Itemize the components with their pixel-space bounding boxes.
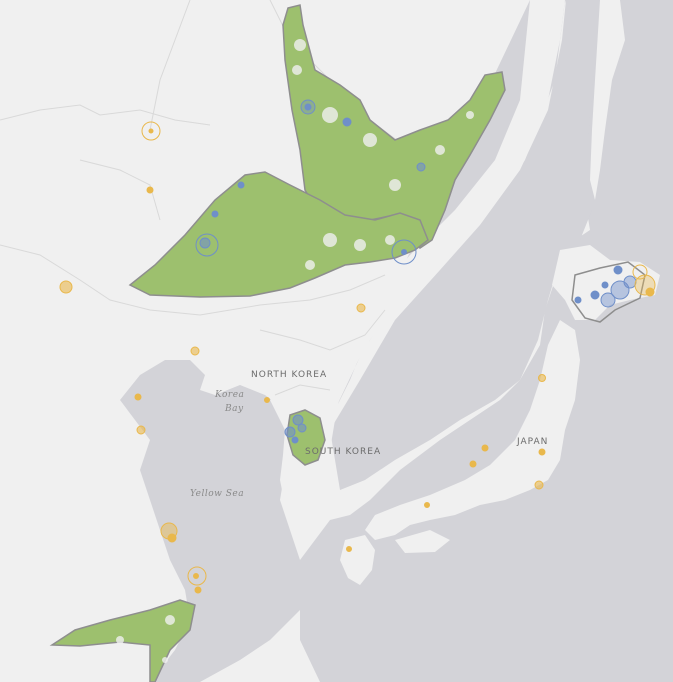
label-korea-bay-line1: Korea [214, 390, 244, 400]
range-polygon-manchuria[interactable] [128, 171, 429, 298]
label-korea-bay-line2: Bay [224, 404, 244, 414]
label-north-korea: NORTH KOREA [251, 370, 327, 380]
label-south-korea: SOUTH KOREA [305, 447, 381, 457]
range-polygon-amur[interactable] [282, 4, 506, 250]
observation-markers-yellow[interactable] [59, 121, 656, 594]
label-japan: JAPAN [516, 437, 548, 447]
east-coast-water [330, 0, 600, 490]
label-yellow-sea: Yellow Sea [190, 489, 244, 499]
russia-coast-land [320, 0, 565, 395]
sakhalin [590, 0, 625, 200]
range-polygon-hokkaido[interactable] [571, 261, 646, 323]
observation-markers-blue[interactable] [195, 99, 637, 444]
habitat-gaps [116, 39, 474, 663]
yellow-sea [120, 360, 300, 682]
honshu [365, 320, 580, 540]
shikoku [395, 530, 450, 553]
